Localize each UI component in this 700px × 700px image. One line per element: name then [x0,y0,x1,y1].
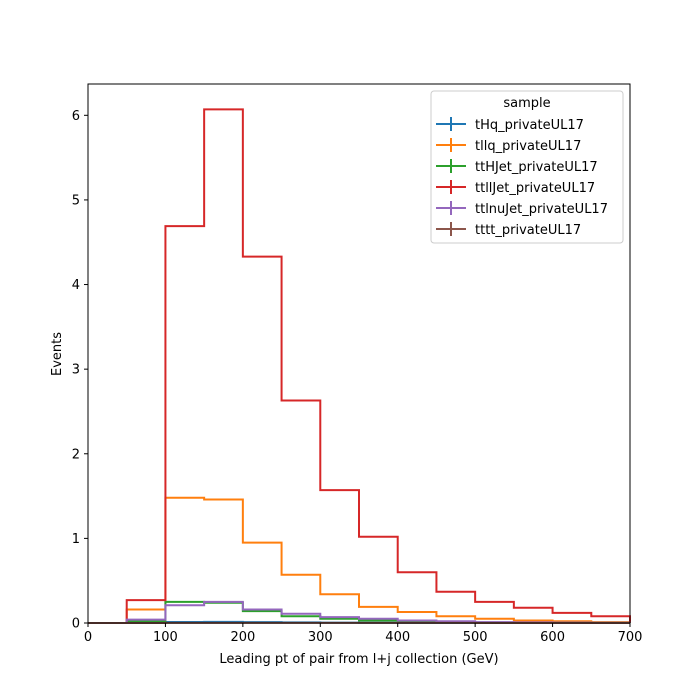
x-tick-label: 600 [540,630,565,645]
legend-entry: ttllJet_privateUL17 [436,180,595,196]
legend-entry: tHq_privateUL17 [436,117,584,133]
x-tick-label: 0 [84,630,92,645]
axes-frame [87,83,631,624]
legend-label: tttt_privateUL17 [475,223,581,238]
series-step-ttllJet_privateUL17 [88,108,631,624]
y-tick-label: 2 [72,447,80,462]
y-tick-label: 5 [72,193,80,208]
x-tick-label: 300 [308,630,333,645]
x-tick-label: 700 [618,630,643,645]
legend-label: tHq_privateUL17 [475,118,584,133]
legend-entry: tttt_privateUL17 [436,222,581,238]
x-tick-label: 100 [153,630,178,645]
x-tick-label: 400 [385,630,410,645]
y-tick-label: 1 [72,532,80,547]
y-tick-label: 6 [72,109,80,124]
x-tick-label: 200 [230,630,255,645]
y-tick-label: 4 [72,278,80,293]
y-tick-label: 0 [72,617,80,632]
legend-label: tllq_privateUL17 [475,139,581,154]
legend-title: sample [503,96,550,111]
legend-entry: tllq_privateUL17 [436,138,581,154]
y-axis-label: Events [50,332,65,376]
y-tick-label: 3 [72,363,80,378]
x-axis-label: Leading pt of pair from l+j collection (… [219,652,498,667]
legend-entry: ttlnuJet_privateUL17 [436,201,608,217]
y-axis-ticks: 0 1 2 3 4 5 6 [72,109,88,632]
x-tick-label: 500 [463,630,488,645]
legend-label: ttllJet_privateUL17 [475,181,595,196]
legend-label: ttHJet_privateUL17 [475,160,598,175]
legend-label: ttlnuJet_privateUL17 [475,202,608,217]
legend-entries: tHq_privateUL17 tllq_privateUL17 ttHJet_pr… [436,117,608,238]
legend-entry: ttHJet_privateUL17 [436,159,598,175]
series-step-tllq_privateUL17 [88,496,631,624]
x-axis-ticks: 0 100 200 300 400 500 600 700 [84,623,643,645]
legend-box [430,90,624,244]
legend: sample tHq_privateUL17 tllq_privateUL17tt… [430,90,624,244]
